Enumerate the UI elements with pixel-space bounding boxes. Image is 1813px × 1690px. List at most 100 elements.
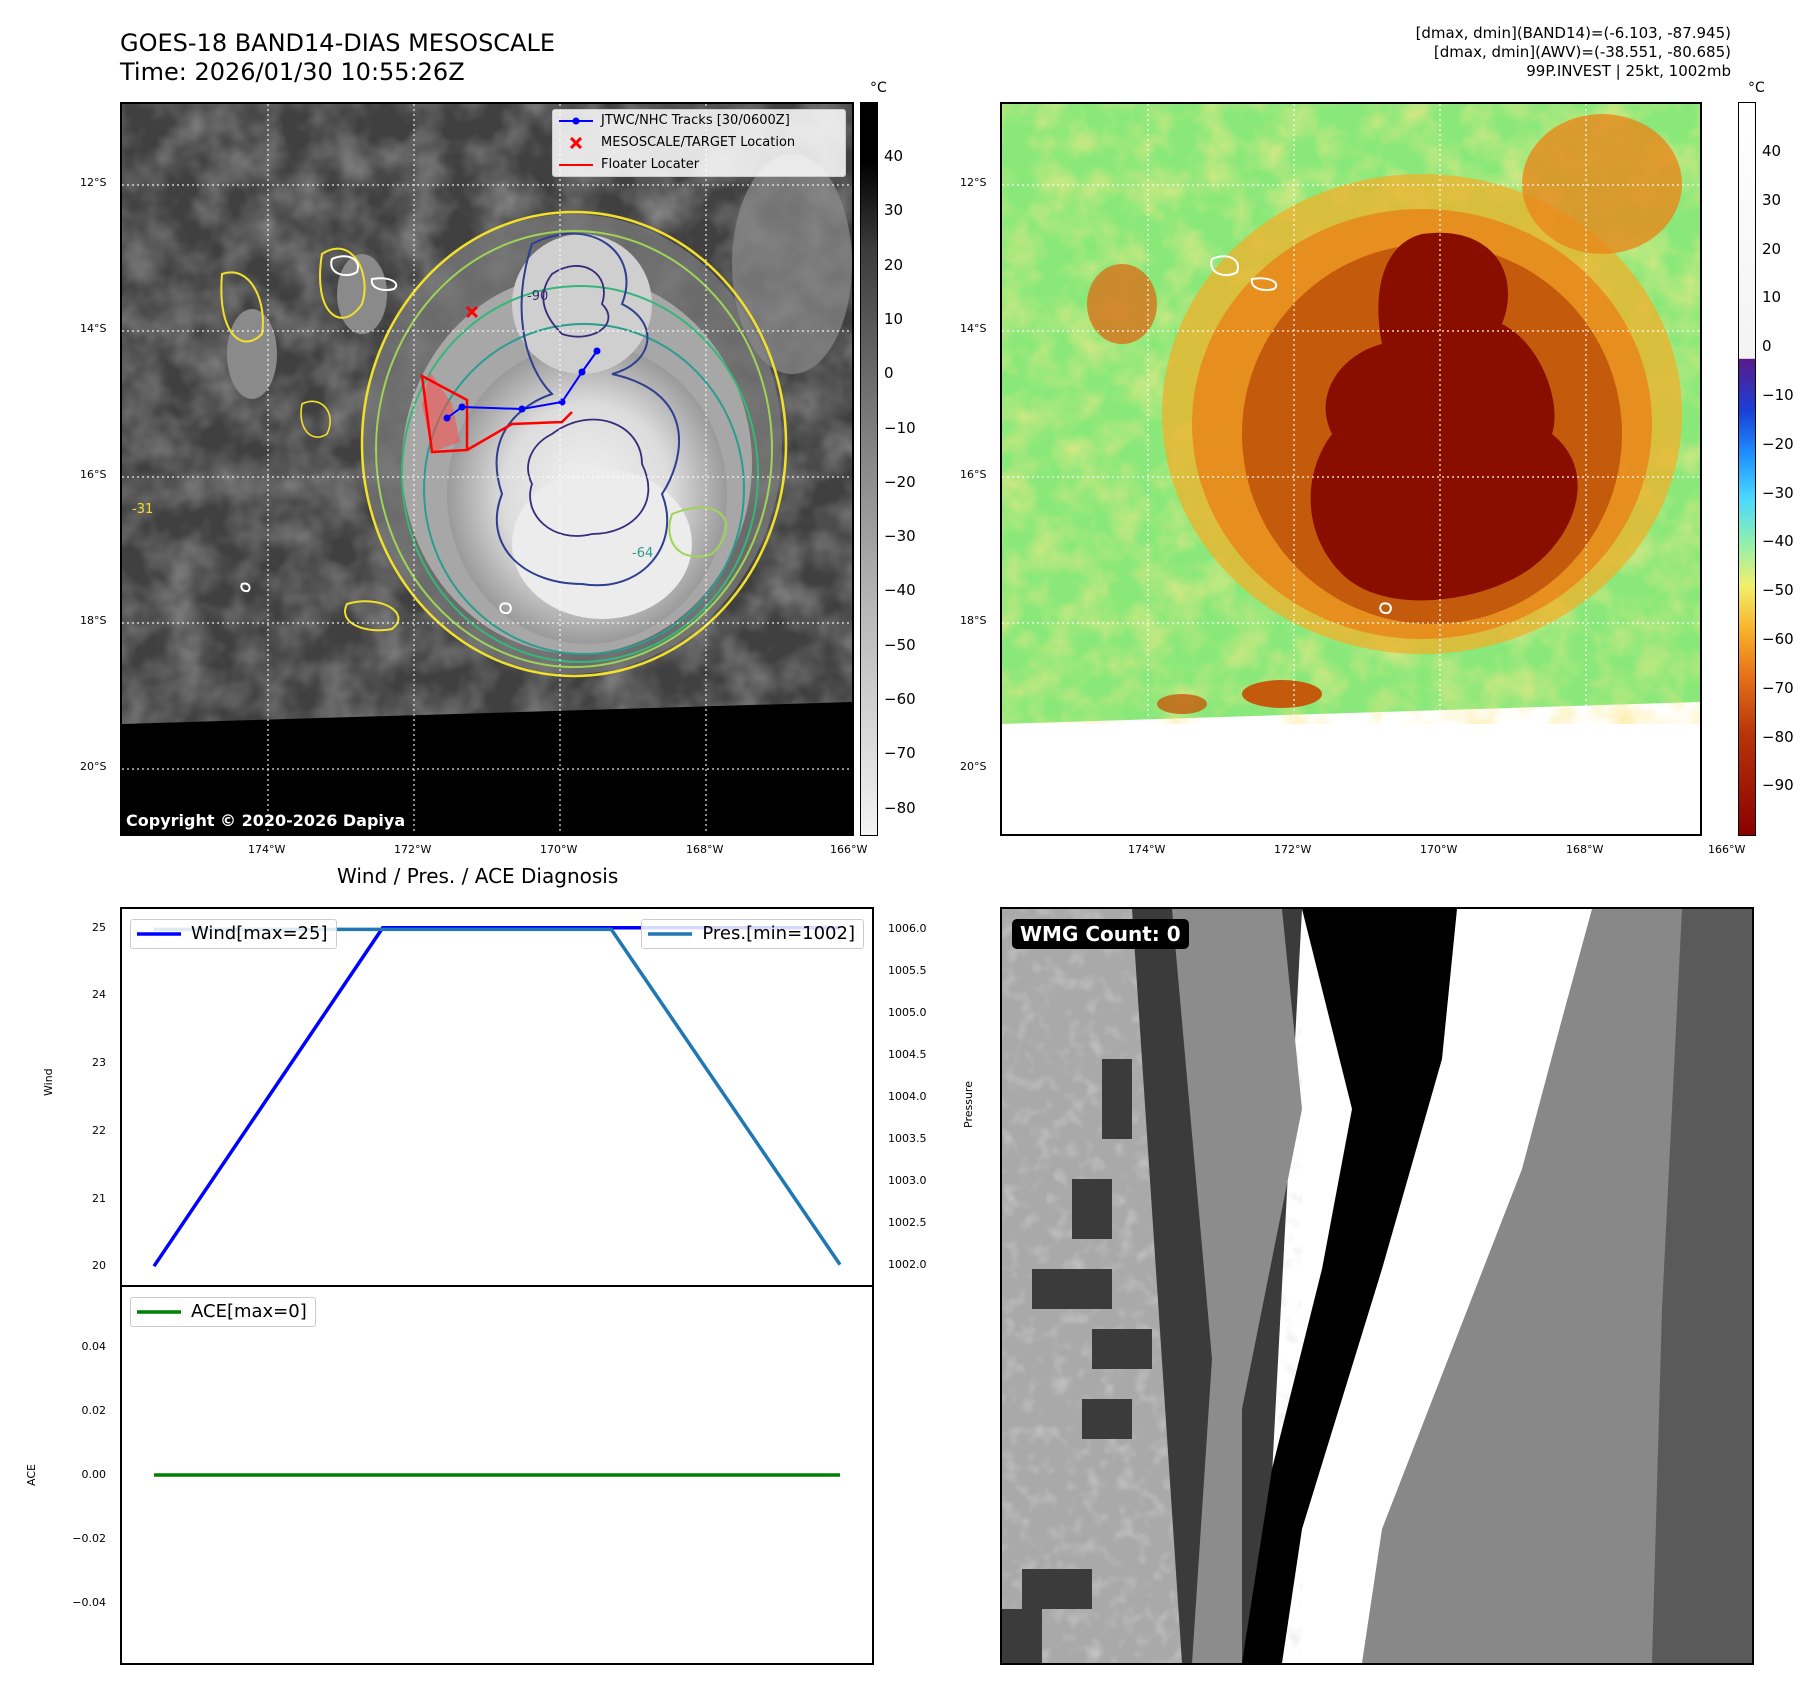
lat-label: 12°S — [960, 176, 987, 189]
colorbar-tick-label: 0 — [884, 364, 894, 383]
info-storm: 99P.INVEST | 25kt, 1002mb — [1526, 62, 1731, 80]
wmg-dark-cells — [1002, 1059, 1152, 1663]
legend-pressure: Pres.[min=1002] — [641, 919, 864, 949]
band14-map: -31 -64 -90 Copyright © 2020-2026 Dapiya… — [120, 102, 854, 836]
colorbar-tick-label: −60 — [884, 690, 916, 708]
colorbar-tick-label: −20 — [884, 472, 916, 491]
page-title: GOES-18 BAND14-DIAS MESOSCALE — [120, 29, 556, 57]
colorbar-tick-label: 40 — [884, 147, 904, 165]
axis-tick-label: 0.00 — [81, 1468, 107, 1481]
colorbar-tick-label: −80 — [884, 798, 916, 817]
lon-label: 168°W — [686, 843, 724, 856]
colorbar-tick-label: −40 — [884, 581, 916, 600]
lon-label: 166°W — [830, 843, 868, 856]
contour-label: -90 — [527, 289, 549, 304]
colorbar-tick-label: −10 — [1762, 386, 1794, 404]
info-band14: [dmax, dmin](BAND14)=(-6.103, -87.945) — [1415, 24, 1731, 42]
page-time: Time: 2026/01/30 10:55:26Z — [120, 58, 465, 86]
lat-label: 14°S — [960, 322, 987, 335]
colorbar-left — [860, 102, 878, 836]
legend-wind: Wind[max=25] — [130, 919, 337, 949]
lat-label: 18°S — [960, 614, 987, 627]
lat-label: 12°S — [80, 176, 107, 189]
colorbar-tick-label: 20 — [884, 255, 904, 274]
ace-axis-label: ACE — [25, 1464, 38, 1486]
lat-label: 14°S — [80, 322, 107, 335]
ace-axes: ACE[max=0] — [120, 1285, 874, 1665]
lon-label: 168°W — [1566, 843, 1604, 856]
colorbar-tick-label: 30 — [884, 201, 904, 220]
lon-label: 170°W — [540, 843, 578, 856]
colorbar-tick-label: −60 — [1762, 630, 1794, 648]
contour-label: -64 — [632, 546, 654, 561]
diagnosis-title: Wind / Pres. / ACE Diagnosis — [337, 864, 619, 888]
lat-label: 18°S — [80, 614, 107, 627]
axis-tick-label: 25 — [92, 920, 106, 934]
colorbar-tick-label: −70 — [1762, 678, 1794, 697]
lat-label: 16°S — [960, 468, 987, 481]
wind-pressure-plot — [152, 926, 842, 1268]
island-outlines — [240, 255, 512, 615]
colorbar-unit: °C — [870, 80, 887, 96]
axis-tick-label: 20 — [92, 1259, 106, 1273]
colorbar-tick-label: −50 — [884, 635, 916, 654]
gridlines — [122, 104, 852, 834]
awv-map — [1000, 102, 1702, 836]
pressure-line — [154, 927, 842, 1266]
colorbar-tick-label: −30 — [1762, 483, 1794, 502]
wmg-panel: WMG Count: 0 — [1000, 907, 1754, 1665]
lon-label: 166°W — [1708, 843, 1746, 856]
legend-item-target: MESOSCALE/TARGET Location — [553, 132, 845, 154]
pressure-axis-label: Pressure — [962, 1081, 975, 1128]
axis-tick-label: 22 — [92, 1123, 106, 1137]
legend-item-tracks: JTWC/NHC Tracks [30/0600Z] — [553, 110, 845, 132]
colorbar-tick-label: 20 — [1762, 239, 1782, 258]
wmg-count-badge: WMG Count: 0 — [1012, 919, 1189, 949]
awv-image — [1002, 104, 1700, 834]
colorbar-tick-label: 40 — [1762, 142, 1782, 160]
gridlines — [1002, 104, 1700, 834]
colorbar-tick-label: −90 — [1762, 776, 1794, 795]
wind-pressure-axes: Wind[max=25] Pres.[min=1002] — [120, 907, 874, 1287]
axis-tick-label: 0.04 — [81, 1340, 107, 1353]
colorbar-tick-label: −80 — [1762, 727, 1794, 746]
lon-label: 174°W — [248, 843, 286, 856]
floater-locater — [420, 372, 573, 454]
axis-tick-label: 1003.0 — [888, 1173, 927, 1187]
no-data-region — [122, 702, 852, 834]
lon-label: 174°W — [1128, 843, 1166, 856]
axis-tick-label: 1006.0 — [888, 922, 927, 936]
jtwc-track — [443, 347, 601, 422]
island-outlines — [1210, 255, 1392, 615]
axis-tick-label: 1005.5 — [888, 964, 927, 978]
axis-tick-label: 1003.5 — [888, 1131, 927, 1145]
axis-tick-label: −0.04 — [72, 1596, 106, 1609]
legend-item-floater: Floater Locater — [559, 157, 700, 172]
axis-tick-label: 21 — [92, 1191, 106, 1205]
axis-tick-label: 1004.0 — [888, 1090, 927, 1103]
colorbar-tick-label: −10 — [884, 418, 916, 437]
lat-label: 16°S — [80, 468, 107, 481]
wind-line — [152, 926, 840, 1268]
axis-tick-label: 1002.5 — [888, 1215, 927, 1229]
axis-tick-label: 23 — [92, 1056, 106, 1070]
lat-label: 20°S — [960, 760, 987, 773]
colorbar-tick-label: −30 — [884, 527, 916, 546]
ace-plot — [154, 1473, 840, 1477]
map-legend: JTWC/NHC Tracks [30/0600Z] MESOSCALE/TAR… — [552, 109, 846, 177]
wind-axis-label: Wind — [42, 1068, 55, 1096]
copyright: Copyright © 2020-2026 Dapiya — [126, 811, 406, 830]
axis-tick-label: 1004.5 — [888, 1048, 927, 1062]
axis-tick-label: 1002.0 — [888, 1257, 927, 1271]
lon-label: 172°W — [394, 843, 432, 856]
legend-ace: ACE[max=0] — [130, 1297, 316, 1327]
lat-label: 20°S — [80, 760, 107, 773]
colorbar-tick-label: −70 — [884, 744, 916, 763]
axis-tick-label: 24 — [92, 988, 106, 1002]
colorbar-tick-label: −40 — [1762, 532, 1794, 551]
band14-image — [122, 104, 852, 834]
wmg-image — [1002, 909, 1752, 1663]
colorbar-tick-label: 10 — [1762, 288, 1782, 307]
colorbar-right — [1738, 102, 1756, 836]
colorbar-tick-label: 30 — [1762, 190, 1782, 209]
